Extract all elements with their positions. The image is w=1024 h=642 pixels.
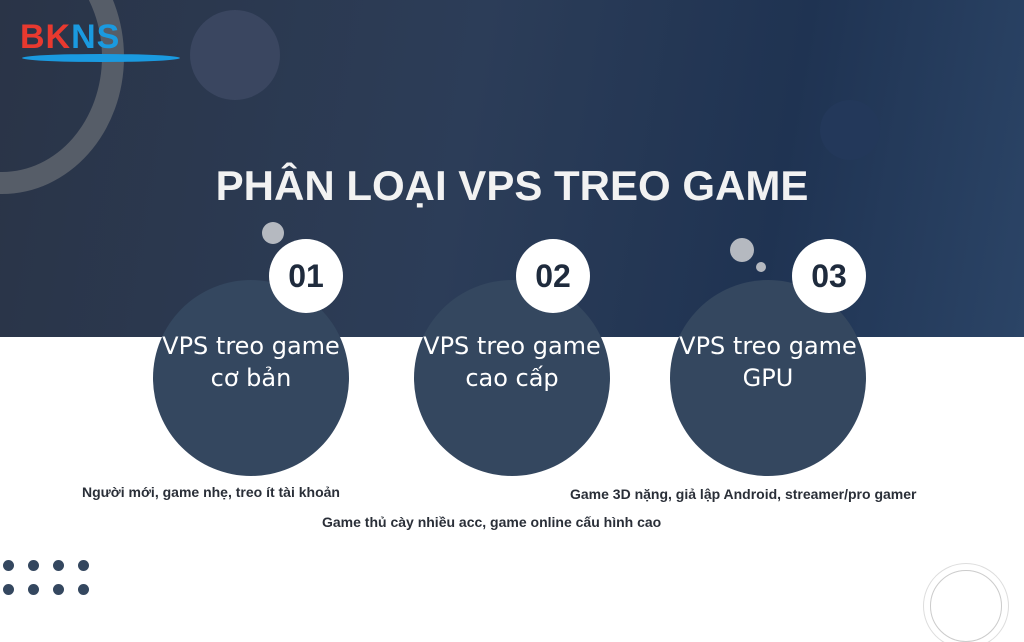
item-description-3: Game 3D nặng, giả lập Android, streamer/… [570,486,917,502]
item-name-line2: GPU [742,364,794,392]
dot [78,584,89,595]
decorative-dot [262,222,284,244]
item-name-line1: VPS treo game [679,332,857,360]
logo-text-blue: NS [71,18,121,56]
item-name-line2: cao cấp [465,364,559,392]
decorative-dot [756,262,766,272]
logo-text-red: BK [20,18,72,56]
concentric-arc-decoration [930,570,1002,642]
bkns-logo: BKNS [20,18,120,57]
item-name-line1: VPS treo game [423,332,601,360]
page-title: PHÂN LOẠI VPS TREO GAME [215,162,809,209]
item-name-line1: VPS treo game [162,332,340,360]
item-description-1: Người mới, game nhẹ, treo ít tài khoản [82,484,340,500]
dot [28,584,39,595]
dot [53,584,64,595]
dot [3,560,14,571]
item-description-2: Game thủ cày nhiều acc, game online cấu … [322,514,662,530]
dot [28,560,39,571]
number-badge-3: 03 [792,239,866,313]
controller-button-decoration [820,100,880,160]
decorative-dot [730,238,754,262]
item-name-line2: cơ bản [210,364,292,392]
controller-button-decoration [190,10,280,100]
item-circle-2: VPS treo game cao cấp [414,280,610,476]
dot [78,560,89,571]
item-circle-1: VPS treo game cơ bản [153,280,349,476]
dot [53,560,64,571]
number-badge-1: 01 [269,239,343,313]
logo-swoosh [22,54,180,62]
dot [3,584,14,595]
number-badge-2: 02 [516,239,590,313]
